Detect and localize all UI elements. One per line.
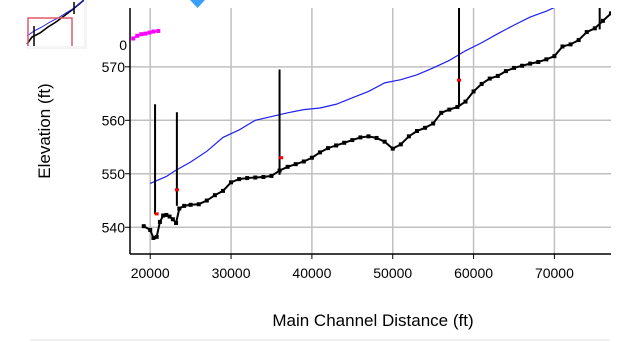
- ground-point: [382, 139, 387, 144]
- overview-inset: [26, 0, 87, 52]
- ground-point: [229, 180, 234, 185]
- y-tick-label: 560: [102, 112, 126, 128]
- ground-point: [269, 173, 274, 178]
- ground-point: [204, 198, 209, 203]
- x-tick-label: 60000: [454, 265, 493, 281]
- inset-right-edge: [84, 0, 87, 49]
- ground-point: [390, 146, 395, 151]
- ground-point: [157, 219, 162, 224]
- ws-marker: [154, 212, 159, 216]
- ground-point: [261, 174, 266, 179]
- ground-point: [495, 73, 500, 78]
- ground-point: [174, 220, 179, 225]
- ground-point: [366, 134, 371, 139]
- ws-marker: [457, 78, 462, 82]
- x-tick-label: 50000: [373, 265, 412, 281]
- ground-point: [148, 227, 153, 232]
- ground-point: [463, 99, 468, 104]
- ground-point: [151, 235, 156, 240]
- ground-point: [568, 42, 573, 47]
- ground-point: [334, 143, 339, 148]
- ground-point: [358, 135, 363, 140]
- ground-point: [520, 63, 525, 68]
- x-axis: 20000 30000 40000 50000 60000 70000: [131, 254, 574, 281]
- x-axis-title: Main Channel Distance (ft): [272, 311, 473, 330]
- data-layer: [131, 8, 611, 240]
- ground-point: [609, 11, 611, 16]
- x-tick-label: 70000: [535, 265, 574, 281]
- ground-point: [398, 142, 403, 147]
- ground-point: [511, 65, 516, 70]
- y-tick-label: 570: [102, 59, 126, 75]
- grid: [130, 8, 611, 254]
- ground-point: [528, 61, 533, 66]
- y-tick-label: 550: [102, 166, 126, 182]
- ground-point: [584, 30, 589, 35]
- ground-point: [161, 213, 166, 218]
- ground-point: [177, 206, 182, 211]
- ground-point: [293, 162, 298, 167]
- ground-point: [423, 125, 428, 130]
- ws-marker: [279, 156, 284, 160]
- ground-point: [141, 224, 146, 229]
- ground-point: [592, 26, 597, 31]
- ground-point: [309, 155, 314, 160]
- ground-point: [253, 175, 258, 180]
- ground-point: [245, 176, 250, 181]
- ground-point: [600, 18, 605, 23]
- ground-point: [196, 202, 201, 207]
- y-tick-partial: 0: [119, 37, 127, 53]
- ground-point: [167, 214, 172, 219]
- ground-point: [170, 217, 175, 222]
- ground-point: [182, 203, 187, 208]
- ground-point: [536, 60, 541, 65]
- ground-point: [479, 81, 484, 86]
- inset-bottom-edge: [26, 46, 86, 49]
- y-axis-title: Elevation (ft): [35, 83, 54, 178]
- ground-point: [544, 57, 549, 62]
- ground-point: [220, 188, 225, 193]
- magenta-line: [132, 30, 159, 40]
- ground-point: [317, 150, 322, 155]
- ground-point: [447, 107, 452, 112]
- ground-point: [237, 177, 242, 182]
- ground-point: [431, 121, 436, 126]
- pointer-indicator: [190, 0, 205, 8]
- ground-point: [164, 212, 169, 217]
- ground-point: [188, 202, 193, 207]
- y-axis: 540 550 560 570: [102, 59, 130, 235]
- ground-point: [471, 89, 476, 94]
- ws-marker: [174, 188, 179, 192]
- ground-point: [154, 234, 159, 239]
- ground-point: [374, 135, 379, 140]
- ground-point: [455, 104, 460, 109]
- y-tick-label: 540: [102, 219, 126, 235]
- ground-point: [487, 76, 492, 81]
- ground-point: [406, 134, 411, 139]
- ground-point: [350, 138, 355, 143]
- ground-point: [326, 146, 331, 151]
- water-surface-line: [149, 8, 555, 184]
- plot-area: [130, 8, 611, 254]
- ground-point: [552, 54, 557, 59]
- ground-point: [212, 193, 217, 198]
- x-tick-label: 20000: [131, 265, 170, 281]
- ground-point: [439, 110, 444, 115]
- ground-point: [503, 69, 508, 74]
- ground-point: [342, 140, 347, 145]
- inset-background: [26, 0, 86, 52]
- ground-point: [285, 164, 290, 169]
- x-tick-label: 30000: [212, 265, 251, 281]
- bottom-divider: [30, 339, 610, 341]
- ground-point: [301, 159, 306, 164]
- ground-point: [414, 129, 419, 133]
- ground-point: [576, 38, 581, 43]
- ground-point: [560, 44, 565, 49]
- x-tick-label: 40000: [292, 265, 331, 281]
